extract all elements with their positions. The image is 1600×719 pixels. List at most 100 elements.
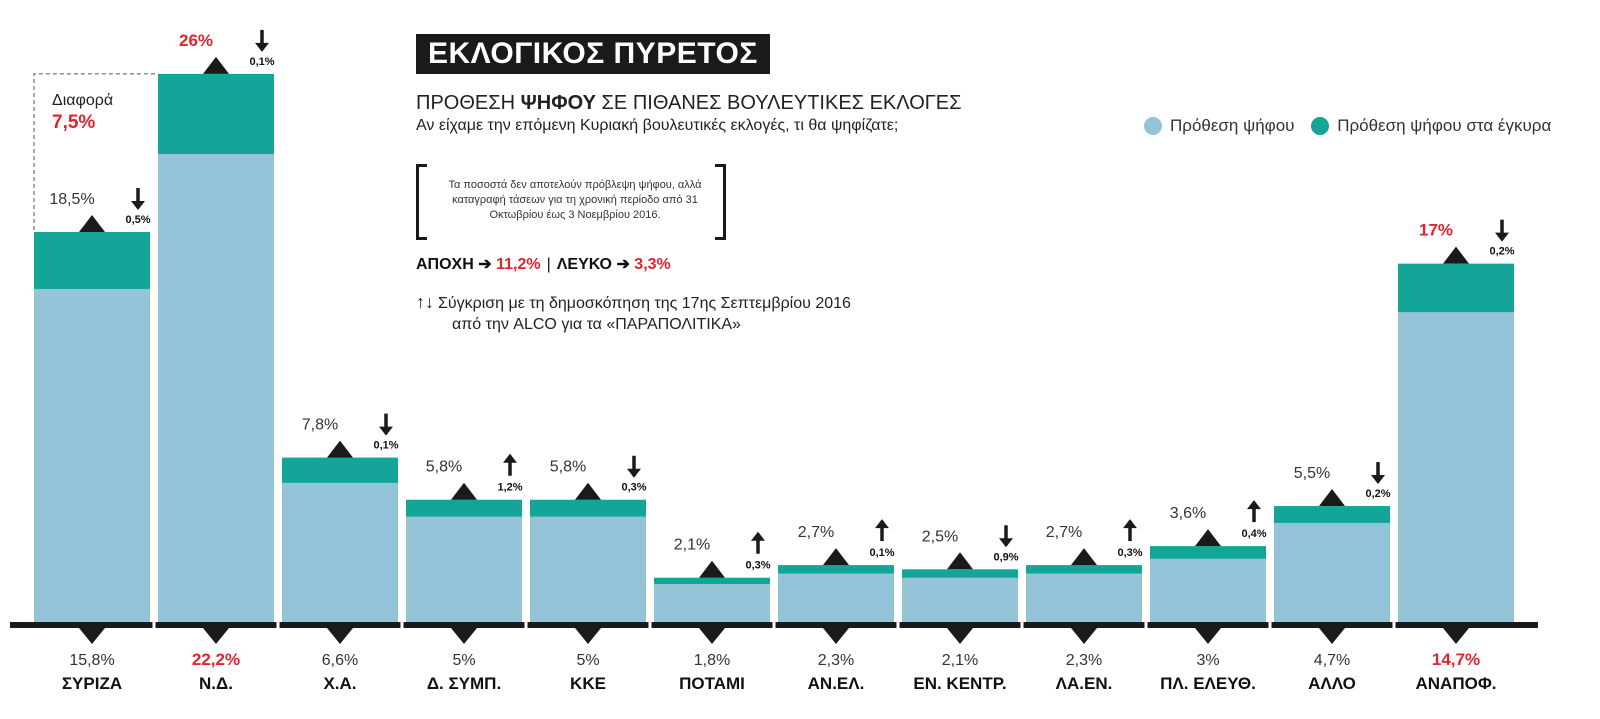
valid-value-label: 26% <box>179 31 213 50</box>
valid-value-label: 2,5% <box>922 528 958 545</box>
note-text: Τα ποσοστά δεν αποτελούν πρόβλεψη ψήφου,… <box>448 179 702 221</box>
top-marker-icon <box>575 482 601 500</box>
bar-intention <box>654 584 770 622</box>
intention-value-label: 5% <box>576 652 599 669</box>
survey-question: Αν είχαμε την επόμενη Κυριακή βουλευτικέ… <box>416 117 899 134</box>
bottom-marker-icon <box>699 628 725 644</box>
bar-intention <box>778 573 894 622</box>
abstention-value: 11,2% <box>496 256 541 273</box>
bottom-marker-icon <box>1195 628 1221 644</box>
valid-value-label: 2,7% <box>798 524 834 541</box>
arrow-down-icon <box>379 426 393 436</box>
category-label: ΣΥΡΙΖΑ <box>62 674 122 693</box>
intention-value-label: 3% <box>1196 652 1219 669</box>
blank-label: ΛΕΥΚΟ ➔ <box>556 256 635 273</box>
change-label: 0,2% <box>1489 246 1514 258</box>
bar-intention <box>406 516 522 622</box>
bar-intention <box>1398 312 1514 622</box>
legend-item-valid: Πρόθεση ψήφου στα έγκυρα <box>1311 116 1551 136</box>
change-label: 0,3% <box>745 560 770 572</box>
arrow-up-icon <box>503 453 517 463</box>
legend-label-intention: Πρόθεση ψήφου <box>1170 116 1295 135</box>
category-label: Χ.Α. <box>323 674 356 693</box>
subtitle-bold: ΨΗΦΟΥ <box>520 92 596 114</box>
abstention-label: ΑΠΟΧΗ ➔ <box>416 256 497 273</box>
intention-value-label: 14,7% <box>1432 650 1480 669</box>
top-marker-icon <box>1195 529 1221 547</box>
top-marker-icon <box>1443 246 1469 264</box>
chart-title: ΕΚΛΟΓΙΚΟΣ ΠΥΡΕΤΟΣ <box>416 34 770 74</box>
valid-value-label: 2,7% <box>1046 524 1082 541</box>
arrow-up-icon <box>875 519 889 529</box>
top-marker-icon <box>1319 489 1345 507</box>
arrow-down-icon <box>1495 232 1509 242</box>
change-label: 1,2% <box>497 482 522 494</box>
category-label: Δ. ΣΥΜΠ. <box>427 674 501 693</box>
left-bracket <box>416 164 427 240</box>
comparison-line-2: από την ALCO για τα «ΠΑΡΑΠΟΛΙΤΙΚΑ» <box>452 316 741 333</box>
bar-intention <box>1026 573 1142 622</box>
right-bracket <box>715 164 726 240</box>
bar-intention <box>282 482 398 622</box>
arrow-down-icon <box>131 201 145 211</box>
subtitle-post: ΣΕ ΠΙΘΑΝΕΣ ΒΟΥΛΕΥΤΙΚΕΣ ΕΚΛΟΓΕΣ <box>596 92 962 114</box>
bottom-marker-icon <box>1319 628 1345 644</box>
bar-intention <box>158 154 274 623</box>
bottom-marker-icon <box>823 628 849 644</box>
top-marker-icon <box>203 56 229 74</box>
valid-value-label: 3,6% <box>1170 505 1206 522</box>
intention-value-label: 6,6% <box>322 652 358 669</box>
category-label: ΛΑ.ΕΝ. <box>1056 674 1113 693</box>
change-label: 0,2% <box>1365 488 1390 500</box>
bottom-marker-icon <box>327 628 353 644</box>
up-down-arrows-icon: ↑↓ <box>416 292 434 312</box>
difference-label: Διαφορά <box>52 92 114 109</box>
intention-value-label: 2,3% <box>818 652 854 669</box>
arrow-down-icon <box>1371 475 1385 485</box>
bar-intention <box>34 288 150 622</box>
chart-subtitle: ΠΡΟΘΕΣΗ ΨΗΦΟΥ ΣΕ ΠΙΘΑΝΕΣ ΒΟΥΛΕΥΤΙΚΕΣ ΕΚΛ… <box>416 92 961 115</box>
valid-value-label: 2,1% <box>674 537 710 554</box>
legend-swatch-valid <box>1311 117 1330 135</box>
change-label: 0,3% <box>1117 547 1142 559</box>
change-label: 0,1% <box>249 56 274 68</box>
legend-swatch-intention <box>1144 117 1162 135</box>
legend-label-valid: Πρόθεση ψήφου στα έγκυρα <box>1337 116 1552 135</box>
bottom-marker-icon <box>1071 628 1097 644</box>
change-label: 0,1% <box>373 440 398 452</box>
subtitle-pre: ΠΡΟΘΕΣΗ <box>416 92 521 114</box>
valid-value-label: 5,8% <box>550 459 586 476</box>
valid-value-label: 5,8% <box>426 459 462 476</box>
top-marker-icon <box>79 215 105 233</box>
arrow-up-icon <box>1123 519 1137 529</box>
category-label: Ν.Δ. <box>199 674 233 693</box>
arrow-up-icon <box>751 531 765 541</box>
top-marker-icon <box>327 440 353 458</box>
intention-value-label: 2,1% <box>942 652 978 669</box>
bottom-marker-icon <box>451 628 477 644</box>
category-label: ΠΛ. ΕΛΕΥΘ. <box>1160 674 1256 693</box>
bottom-marker-icon <box>947 628 973 644</box>
category-label: ΑΛΛΟ <box>1308 674 1356 693</box>
abstention-line: ΑΠΟΧΗ ➔ 11,2% | ΛΕΥΚΟ ➔ 3,3% <box>416 254 671 274</box>
intention-value-label: 2,3% <box>1066 652 1102 669</box>
arrow-down-icon <box>999 538 1013 548</box>
change-label: 0,1% <box>869 547 894 559</box>
intention-value-label: 5% <box>452 652 475 669</box>
change-label: 0,4% <box>1241 528 1266 540</box>
difference-value: 7,5% <box>52 112 96 133</box>
bar-intention <box>902 577 1018 622</box>
arrow-down-icon <box>255 42 269 52</box>
note-box: Τα ποσοστά δεν αποτελούν πρόβλεψη ψήφου,… <box>416 164 726 240</box>
top-marker-icon <box>1071 548 1097 566</box>
abstention-separator: | <box>546 256 551 273</box>
bottom-marker-icon <box>1443 628 1469 644</box>
legend: Πρόθεση ψήφου Πρόθεση ψήφου στα έγκυρα <box>1132 116 1551 140</box>
category-label: ΑΝΑΠΟΦ. <box>1415 674 1496 693</box>
top-marker-icon <box>823 548 849 566</box>
difference-bracket <box>33 73 158 231</box>
intention-value-label: 1,8% <box>694 652 730 669</box>
top-marker-icon <box>451 482 477 500</box>
intention-value-label: 22,2% <box>192 650 240 669</box>
intention-value-label: 15,8% <box>69 652 114 669</box>
